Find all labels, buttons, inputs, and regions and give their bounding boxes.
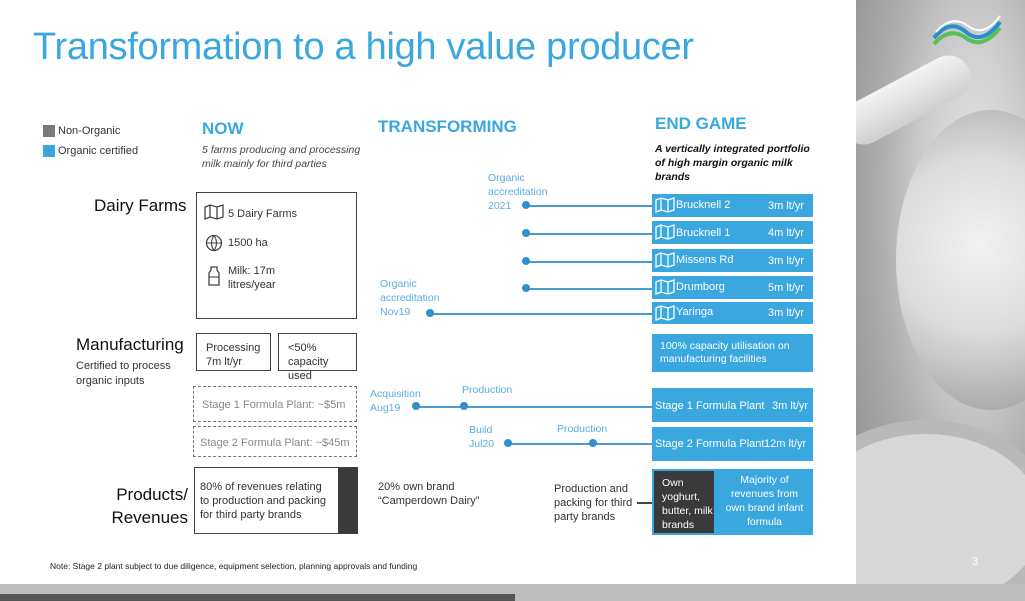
end-farm-volume: 3m lt/yr [768,200,805,212]
timeline-dot [522,284,530,292]
timeline-dot [504,439,512,447]
farm-map-icon [655,305,675,321]
timeline-dot [522,229,530,237]
timeline-dot [412,402,420,410]
now-description: 5 farms producing and processing milk ma… [202,144,361,170]
timeline-stage2 [508,443,654,445]
end-farm-volume: 3m lt/yr [768,255,805,267]
page-title: Transformation to a high value producer [33,26,694,68]
footnote: Note: Stage 2 plant subject to due dilig… [50,561,418,571]
end-stage2-volume: 12m lt/yr [764,438,807,450]
globe-icon [205,234,223,252]
end-farm-name: Brucknell 2 [676,199,731,211]
timeline-dot [460,402,468,410]
now-processing-box: Processing 7m lt/yr [196,333,271,371]
timeline-brucknell-2 [526,205,654,207]
timeline-dot [589,439,597,447]
organic-accreditation-nov19-label: Organic accreditation Nov19 [380,278,440,318]
now-farm-count: 5 Dairy Farms [228,208,298,220]
timeline-brucknell-1 [526,233,654,235]
milk-bottle-icon [208,266,220,286]
end-own-brands-box: Own yoghurt, butter, milk brands [652,469,716,535]
now-milk-volume: Milk: 17m litres/year [228,265,276,291]
manufacturing-subtitle: Certified to process organic inputs [76,360,171,387]
timeline-dot [522,257,530,265]
end-game-description: A vertically integrated portfolio of hig… [655,143,810,183]
legend-swatch-non-organic [43,125,55,137]
build-jul20-label: Build Jul20 [469,424,495,450]
organic-accreditation-2021-label: Organic accreditation 2021 [488,172,548,212]
row-label-products-revenues: Products/ Revenues [111,485,188,527]
row-label-dairy-farms: Dairy Farms [94,196,187,215]
own-brand-text: 20% own brand “Camperdown Dairy” [378,481,480,507]
legend-label-non-organic: Non-Organic [58,125,121,137]
now-farm-area: 1500 ha [228,237,268,249]
page-number: 3 [972,556,979,568]
end-farm-bar-missens-rd: Missens Rd 3m lt/yr [652,249,813,272]
legend-swatch-organic [43,145,55,157]
timeline-dot [426,309,434,317]
now-capacity-box: <50% capacity used [278,333,357,382]
acquisition-aug19-label: Acquisition Aug19 [370,388,421,414]
end-farm-bar-yaringa: Yaringa 3m lt/yr [652,302,813,324]
farm-map-icon [655,224,675,240]
stage1-production-label: Production [462,384,513,396]
end-farm-bar-drumborg: Drumborg 5m lt/yr [652,276,813,299]
end-capacity-box: 100% capacity utilisation on manufacturi… [652,334,813,372]
farm-map-icon [655,197,675,213]
now-revenue-box: 80% of revenues relating to production a… [194,467,358,534]
end-stage1-volume: 3m lt/yr [772,400,809,412]
row-label-manufacturing: Manufacturing [76,335,184,354]
end-farm-bar-brucknell-1: Brucknell 1 4m lt/yr [652,221,813,244]
column-heading-transforming: TRANSFORMING [378,117,517,136]
timeline-dot [522,201,530,209]
end-farm-name: Drumborg [676,281,725,293]
end-stage2-name: Stage 2 Formula Plant [655,438,765,450]
end-stage2-plant-box: Stage 2 Formula Plant 12m lt/yr [652,427,813,461]
farm-map-icon [655,252,675,268]
timeline-missens-rd [526,261,654,263]
timeline-drumborg [526,288,654,290]
company-logo-icon [932,15,1002,46]
now-stage2-plant-box: Stage 2 Formula Plant: ~$45m [193,426,357,457]
now-stage1-plant-box: Stage 1 Formula Plant: ~$5m [193,386,357,422]
connector-line [637,502,654,504]
column-heading-end-game: END GAME [655,114,747,133]
stage2-production-label: Production [557,423,608,435]
third-party-production-text: Production and packing for third party b… [554,483,633,523]
timeline-stage1 [416,406,654,408]
farm-map-icon [655,279,675,295]
end-infant-formula-box: Majority of revenues from own brand infa… [716,469,813,535]
timeline-yaringa [430,313,654,315]
end-farm-volume: 4m lt/yr [768,227,805,239]
bottom-bar [0,584,1025,601]
end-farm-name: Missens Rd [676,254,734,266]
legend-label-organic: Organic certified [58,145,139,157]
farm-map-icon [204,204,224,220]
milk-powder-photo: 3 [856,0,1025,584]
end-stage1-plant-box: Stage 1 Formula Plant 3m lt/yr [652,388,813,422]
end-farm-name: Brucknell 1 [676,227,731,239]
column-heading-now: NOW [202,119,244,138]
end-stage1-name: Stage 1 Formula Plant [655,400,765,412]
end-farm-volume: 3m lt/yr [768,307,805,319]
end-farm-volume: 5m lt/yr [768,282,805,294]
end-farm-bar-brucknell-2: Brucknell 2 3m lt/yr [652,194,813,217]
end-farm-name: Yaringa [676,306,714,318]
